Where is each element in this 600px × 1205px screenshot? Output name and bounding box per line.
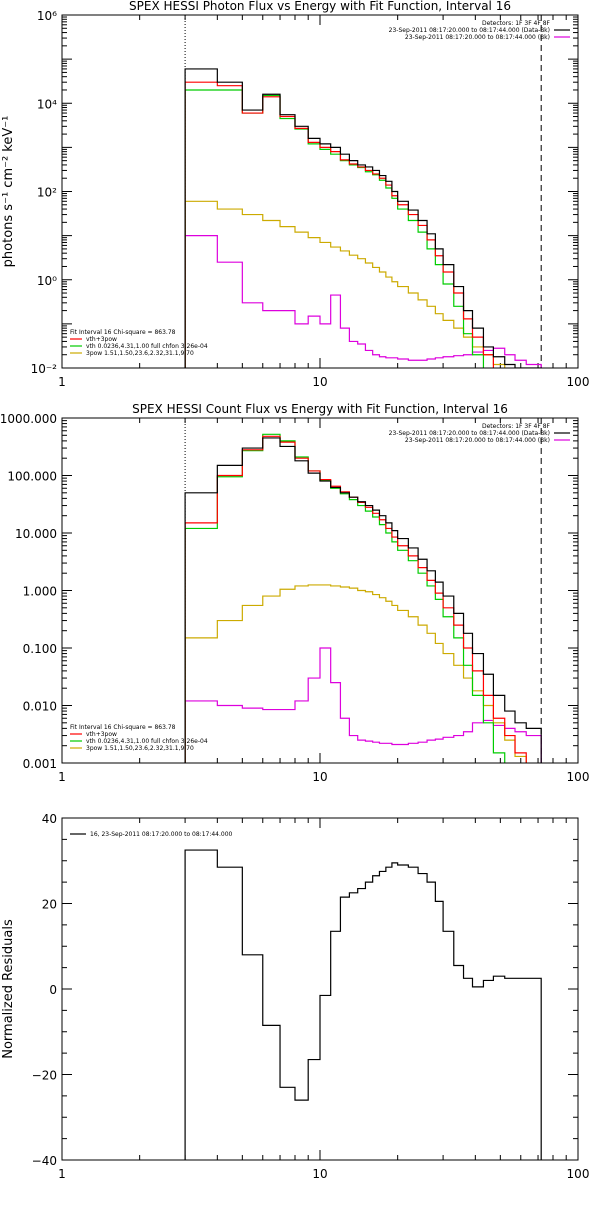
panel2-plot-frame <box>61 417 579 764</box>
panel1-y-tick-label: 10⁻² <box>31 362 58 376</box>
panel3-y-tick-label: −40 <box>32 1154 57 1168</box>
panel1-plot-frame <box>61 14 579 369</box>
panel2-title: SPEX HESSI Count Flux vs Energy with Fit… <box>132 402 508 416</box>
panel3-legend-text: 16, 23-Sep-2011 08:17:20.000 to 08:17:44… <box>90 831 233 838</box>
panel2-y-tick-label: 100.000 <box>7 470 57 484</box>
panel1-x-tick-label: 10 <box>312 375 327 389</box>
panel2-series-total <box>184 437 542 763</box>
panel1-legend-text: Detectors: 1F 3F 4F 8F <box>482 20 551 27</box>
panel3-y-axis-label: Normalized Residuals <box>1 919 16 1059</box>
panel3-plot-frame <box>61 817 579 1161</box>
panel2-legend-text: Fit Interval 16 Chi-square = 863.78 <box>70 724 176 731</box>
panel2-x-tick-label: 1 <box>58 770 66 784</box>
panel2-x-tick-label: 100 <box>567 770 590 784</box>
panel1-y-tick-label: 10⁴ <box>37 97 57 111</box>
panel1-x-tick-label: 1 <box>58 375 66 389</box>
panel3-y-tick-label: 20 <box>42 898 57 912</box>
panel3-y-tick-label: −20 <box>32 1069 57 1083</box>
panel2-legend-text: Detectors: 1F 3F 4F 8F <box>482 423 551 430</box>
panel3-series-total <box>184 849 542 1160</box>
panel1-y-tick-label: 10² <box>37 186 57 200</box>
panel3-x-tick-label: 1 <box>58 1167 66 1181</box>
panel3-y-tick-label: 40 <box>42 812 57 826</box>
panel2-legend-text: 23-Sep-2011 08:17:20.000 to 08:17:44.000… <box>389 430 550 437</box>
panel2-y-tick-label: 0.100 <box>23 642 57 656</box>
panel2-legend-text: vth 0.0236,4.31,1.00 full chfon 3.26e-04 <box>86 738 208 745</box>
panel2-y-tick-label: 0.010 <box>23 700 57 714</box>
panel3-y-tick-label: 0 <box>49 983 57 997</box>
panel2-y-tick-label: 1000.000 <box>0 412 57 426</box>
panel1-legend-text: Fit Interval 16 Chi-square = 863.78 <box>70 329 176 336</box>
panel2-x-tick-label: 10 <box>312 770 327 784</box>
panel2-legend-text: 23-Sep-2011 08:17:20.000 to 08:17:44.000… <box>405 437 550 444</box>
panel1-x-tick-label: 100 <box>567 375 590 389</box>
panel2-y-tick-label: 1.000 <box>23 585 57 599</box>
panel1-legend-text: 23-Sep-2011 08:17:20.000 to 08:17:44.000… <box>389 27 550 34</box>
panel3-x-tick-label: 10 <box>312 1167 327 1181</box>
panel1-legend-text: vth+3pow <box>86 336 117 343</box>
panel1-legend-text: 3pow 1.51,1.50,23.6,2.32,31.1,9.70 <box>86 350 194 357</box>
panel1-legend-text: vth 0.0236,4.31,1.00 full chfon 3.26e-04 <box>86 343 208 350</box>
panel2-legend-text: 3pow 1.51,1.50,23.6,2.32,31.1,9.70 <box>86 745 194 752</box>
panel1-series-total <box>184 68 542 368</box>
panel1-y-tick-label: 10⁶ <box>37 9 57 23</box>
panel2-legend-text: vth+3pow <box>86 731 117 738</box>
panel1-legend-text: 23-Sep-2011 08:17:20.000 to 08:17:44.000… <box>405 34 550 41</box>
panel1-title: SPEX HESSI Photon Flux vs Energy with Fi… <box>129 0 511 13</box>
panel1-y-tick-label: 10⁰ <box>37 274 57 288</box>
panel1-y-axis-label: photons s⁻¹ cm⁻² keV⁻¹ <box>1 116 16 268</box>
panel3-x-tick-label: 100 <box>567 1167 590 1181</box>
panel2-y-tick-label: 10.000 <box>15 527 57 541</box>
panel2-y-tick-label: 0.001 <box>23 757 57 771</box>
